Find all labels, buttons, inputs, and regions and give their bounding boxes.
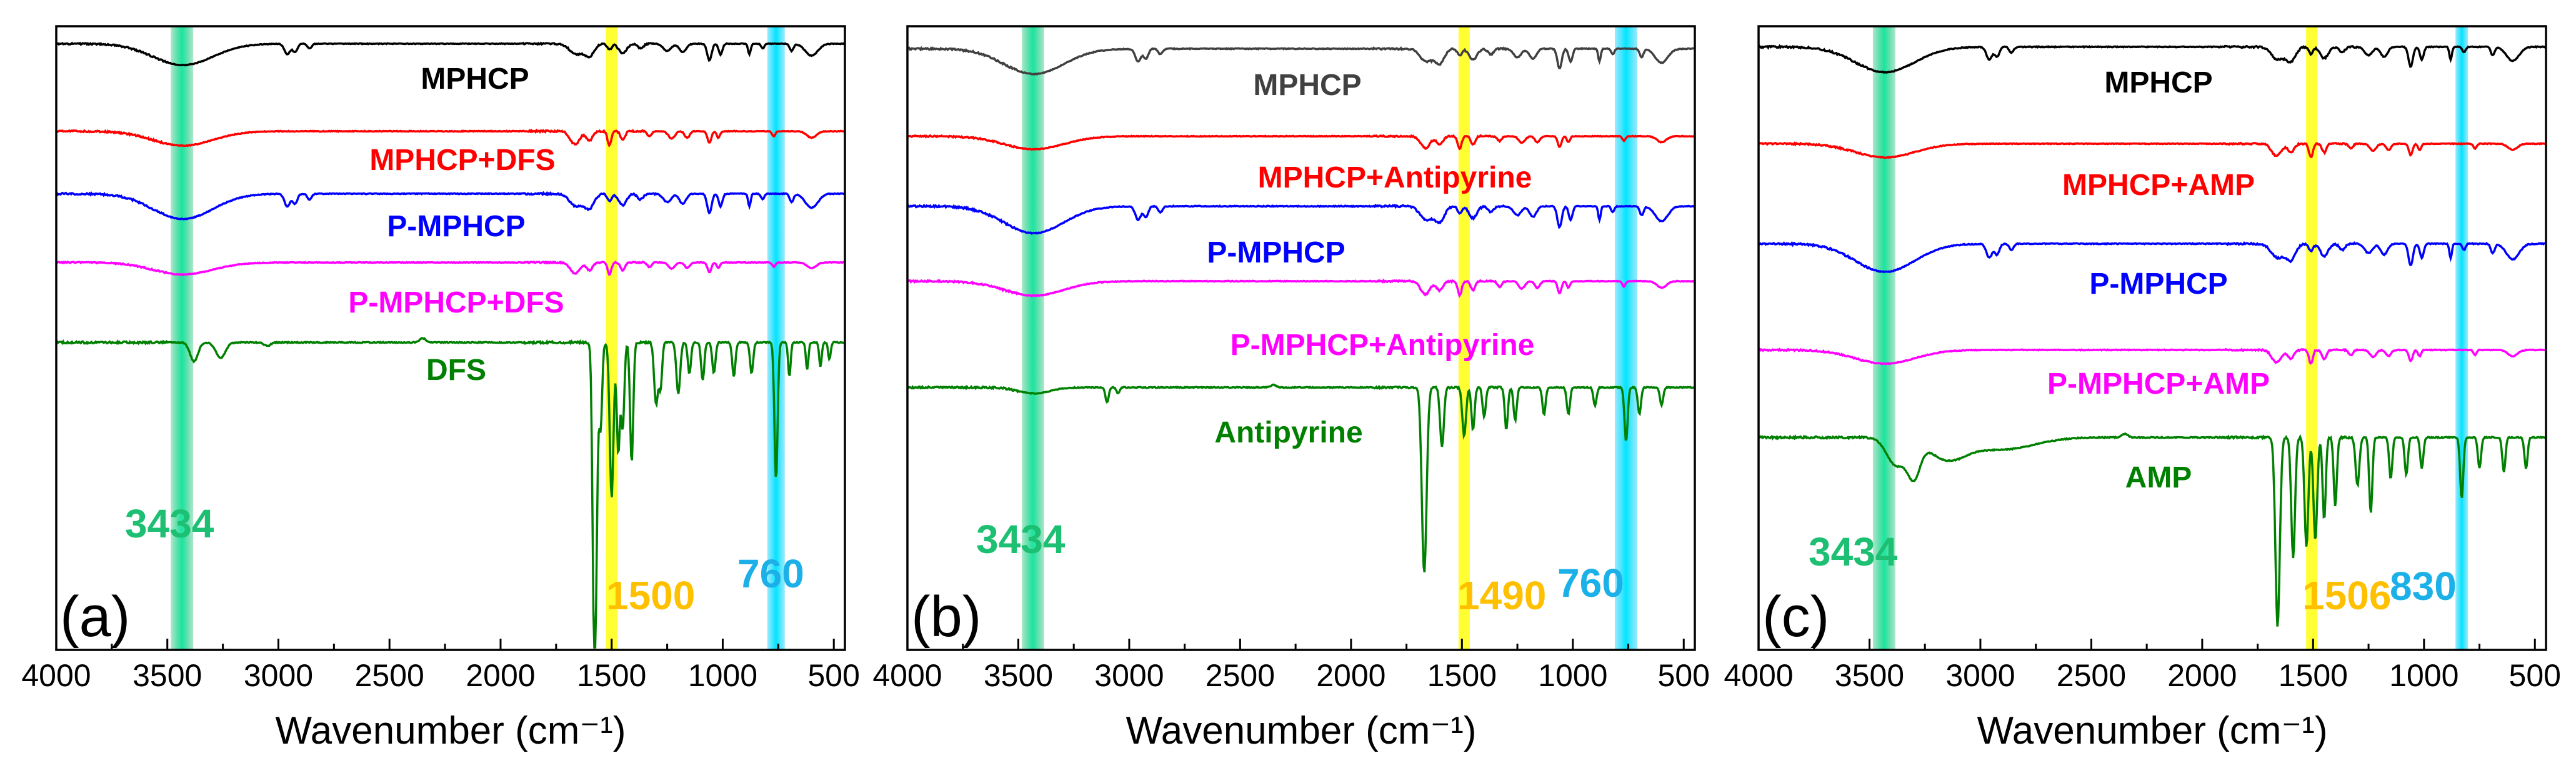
peak-label-1506: 1506: [2302, 573, 2391, 618]
x-tick-label: 2500: [355, 658, 424, 693]
x-axis-label: Wavenumber (cm⁻¹): [1977, 709, 2328, 752]
x-tick-label: 3500: [132, 658, 202, 693]
x-tick-label: 3000: [1945, 658, 2015, 693]
x-tick-label: 2500: [1206, 658, 1275, 693]
peak-label-3434: 3434: [976, 517, 1066, 562]
x-tick-label: 4000: [872, 658, 942, 693]
series-label: P-MPHCP: [1207, 236, 1345, 269]
peak-label-760: 760: [1557, 561, 1624, 606]
x-tick-label: 3500: [1835, 658, 1904, 693]
series-label: MPHCP+DFS: [369, 144, 555, 177]
panel-letter: (c): [1762, 585, 1829, 649]
x-tick-label: 500: [1658, 658, 1710, 693]
series-line-antipyrine: [906, 383, 1695, 572]
series-line-p-mphcp-dfs: [56, 260, 846, 276]
highlight-band-760: [1614, 26, 1637, 650]
peak-label-1490: 1490: [1457, 573, 1546, 618]
series-label: Antipyrine: [1214, 416, 1362, 449]
series-label: P-MPHCP+DFS: [348, 286, 564, 319]
plot-frame: [906, 25, 1696, 651]
series-line-mphcp-amp: [1758, 141, 2547, 159]
series-label: MPHCP: [1253, 69, 1361, 102]
x-axis-label: Wavenumber (cm⁻¹): [276, 709, 626, 752]
peak-label-760: 760: [737, 551, 804, 596]
series-label: P-MPHCP+AMP: [2047, 367, 2270, 401]
highlight-band-1490: [1458, 26, 1470, 650]
panel-letter: (b): [911, 585, 981, 649]
highlight-band-3434: [1021, 26, 1044, 650]
highlight-band-1506: [2306, 26, 2318, 650]
panel-letter: (a): [60, 585, 130, 649]
peak-label-1500: 1500: [606, 573, 695, 618]
x-axis-label: Wavenumber (cm⁻¹): [1126, 709, 1477, 752]
series-line-amp: [1758, 432, 2547, 627]
x-tick-label: 4000: [21, 658, 91, 693]
x-tick-label: 3000: [1094, 658, 1164, 693]
ftir-panel-c: MPHCP MPHCP+AMP P-MPHCP P-MPHCP+AMP AMP 3434 1…: [1724, 25, 2561, 752]
series-line-dfs: [55, 337, 846, 649]
x-tick-label: 1000: [688, 658, 757, 693]
series-label: P-MPHCP: [2089, 267, 2227, 301]
x-tick-label: 1500: [577, 658, 646, 693]
peak-label-830: 830: [2390, 564, 2457, 609]
plot-frame: [1757, 25, 2547, 651]
series-line-p-mphcp: [1758, 241, 2547, 273]
x-tick-label: 1500: [2279, 658, 2348, 693]
series-label: MPHCP+Antipyrine: [1258, 161, 1532, 194]
highlight-band-760: [767, 26, 785, 650]
x-tick-label: 2000: [2167, 658, 2237, 693]
x-tick-label: 1000: [1538, 658, 1607, 693]
highlight-band-830: [2455, 26, 2469, 650]
ftir-panel-b: MPHCP MPHCP+Antipyrine P-MPHCP P-MPHCP+Anti…: [872, 25, 1710, 752]
series-label: MPHCP: [2104, 66, 2212, 99]
series-label: DFS: [426, 354, 486, 387]
x-tick-label: 500: [808, 658, 860, 693]
plot-frame: [55, 25, 846, 651]
x-tick-label: 2000: [466, 658, 535, 693]
highlight-band-1500: [606, 26, 617, 650]
series-line-p-mphcp-amp: [1758, 347, 2547, 366]
series-label: P-MPHCP: [387, 210, 525, 243]
series-line-p-mphcp: [56, 191, 846, 221]
series-line-mphcp-antipyrine: [906, 134, 1695, 151]
series-label: MPHCP+AMP: [2062, 169, 2255, 202]
highlight-band-3434: [1872, 26, 1895, 650]
series-label: MPHCP: [421, 62, 529, 96]
x-tick-label: 2000: [1316, 658, 1385, 693]
x-tick-label: 3000: [244, 658, 313, 693]
peak-label-3434: 3434: [125, 501, 214, 546]
series-label: P-MPHCP+Antipyrine: [1231, 329, 1535, 362]
series-line-mphcp: [1757, 44, 2547, 74]
highlight-band-3434: [171, 26, 194, 650]
x-tick-label: 2500: [2057, 658, 2126, 693]
x-tick-label: 4000: [1724, 658, 1793, 693]
x-tick-label: 500: [2509, 658, 2561, 693]
ftir-panel-a: MPHCP MPHCP+DFS P-MPHCP P-MPHCP+DFS DFS 3434 1…: [21, 25, 860, 752]
peak-label-3434: 3434: [1809, 529, 1898, 574]
series-line-mphcp: [56, 41, 846, 67]
series-line-p-mphcp-antipyrine: [907, 278, 1695, 299]
x-tick-label: 1500: [1427, 658, 1497, 693]
series-line-mphcp-dfs: [56, 128, 845, 148]
series-label: AMP: [2125, 461, 2192, 494]
series-line-mphcp: [907, 46, 1695, 76]
x-tick-label: 3500: [984, 658, 1053, 693]
x-tick-label: 1000: [2389, 658, 2459, 693]
series-line-p-mphcp: [907, 203, 1696, 235]
